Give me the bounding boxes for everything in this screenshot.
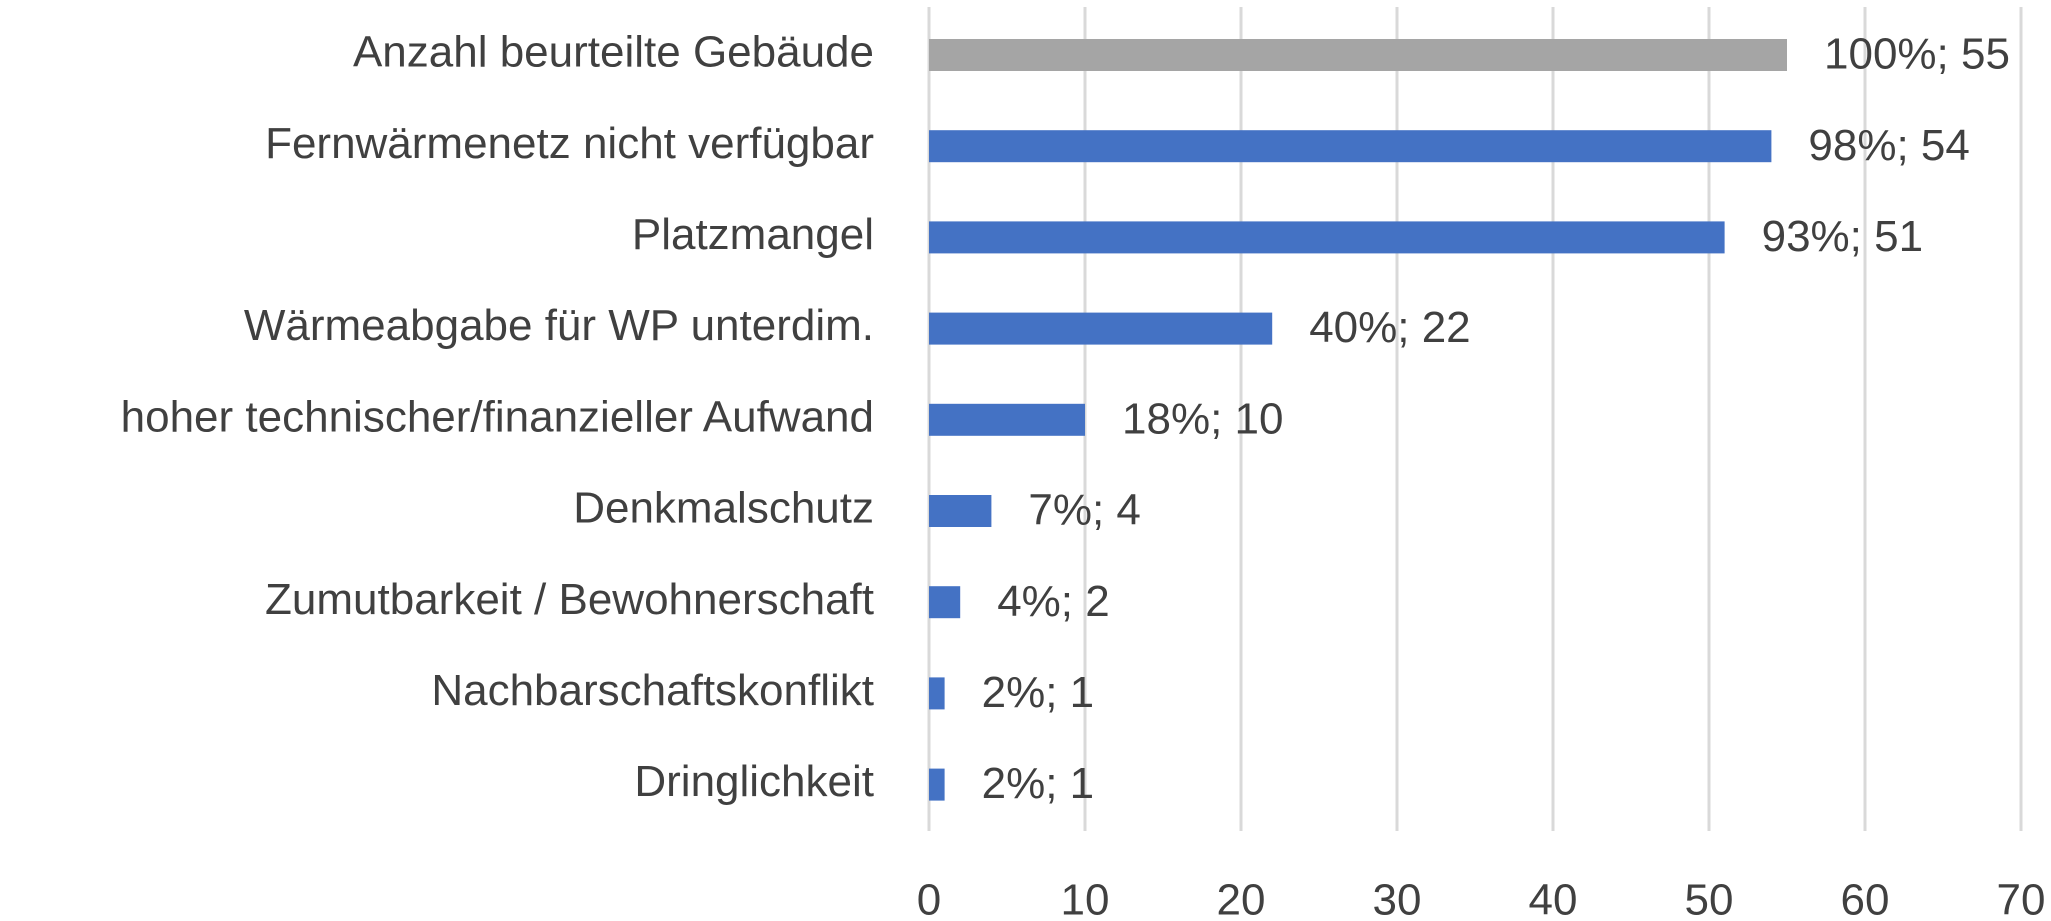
data-label: 2%; 1 (982, 668, 1095, 717)
data-label: 18%; 10 (1122, 394, 1283, 443)
bar (929, 768, 945, 801)
data-label: 2%; 1 (982, 759, 1095, 808)
y-tick-label: Platzmangel (632, 210, 874, 259)
y-tick-label: Nachbarschaftskonflikt (431, 666, 874, 715)
x-tick-label: 70 (1997, 876, 2046, 921)
x-tick-label: 50 (1685, 876, 1734, 921)
y-tick-label: Dringlichkeit (634, 757, 874, 806)
data-label: 4%; 2 (997, 577, 1110, 626)
data-label: 93%; 51 (1762, 212, 1923, 261)
y-tick-label: hoher technischer/finanzieller Aufwand (121, 392, 874, 441)
bar (929, 677, 945, 710)
bar (929, 221, 1725, 254)
y-tick-label: Zumutbarkeit / Bewohnerschaft (265, 575, 874, 624)
bar (929, 130, 1772, 163)
bar (929, 403, 1085, 436)
x-tick-label: 60 (1841, 876, 1890, 921)
bar (929, 586, 961, 619)
data-label: 40%; 22 (1309, 303, 1470, 352)
x-tick-label: 0 (917, 876, 941, 921)
y-tick-label: Wärmeabgabe für WP unterdim. (244, 301, 874, 350)
y-tick-label: Fernwärmenetz nicht verfügbar (265, 119, 874, 168)
x-tick-label: 10 (1061, 876, 1110, 921)
data-label: 100%; 55 (1824, 30, 2010, 79)
data-label: 7%; 4 (1028, 486, 1141, 535)
x-tick-label: 20 (1217, 876, 1266, 921)
x-tick-label: 40 (1529, 876, 1578, 921)
bar (929, 495, 992, 527)
data-label: 98%; 54 (1808, 121, 1969, 170)
bar (929, 39, 1787, 71)
x-tick-label: 30 (1373, 876, 1422, 921)
y-tick-label: Denkmalschutz (573, 484, 874, 533)
y-tick-label: Anzahl beurteilte Gebäude (353, 28, 874, 77)
bar (929, 312, 1273, 345)
